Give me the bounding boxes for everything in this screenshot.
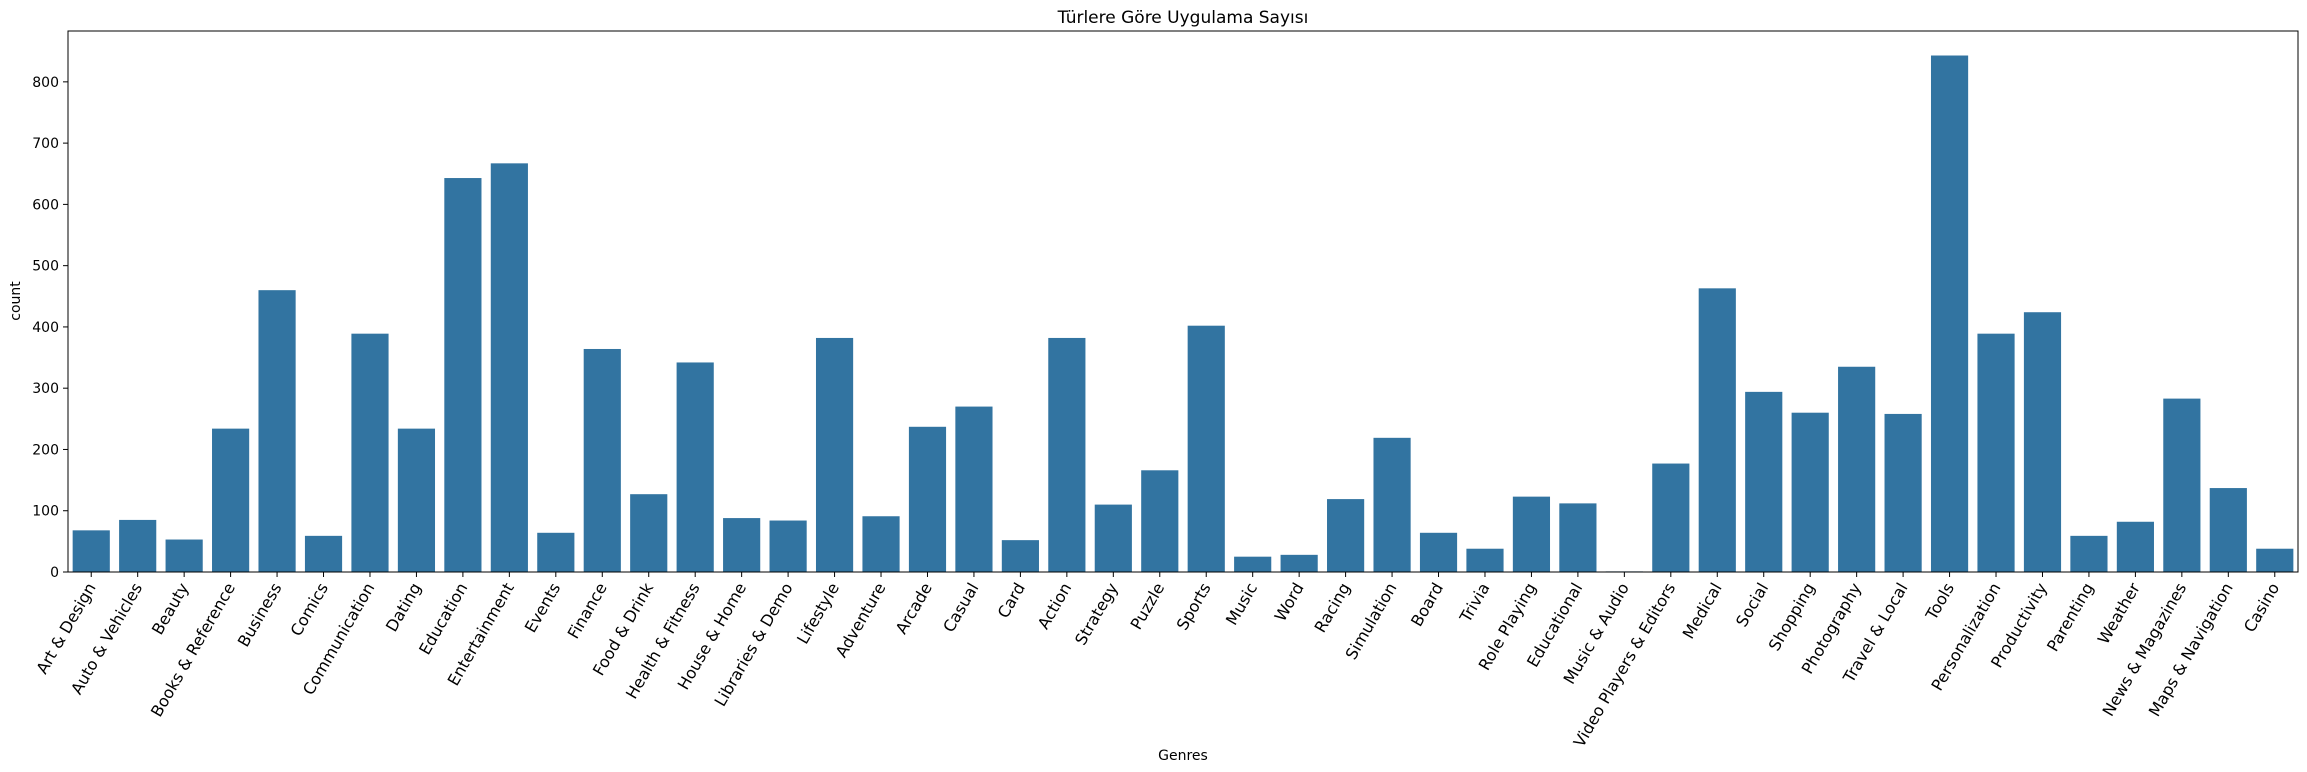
- x-tick-label: Shopping: [1765, 580, 1819, 655]
- x-tick-label: Arcade: [892, 580, 936, 638]
- bar-43: [2070, 535, 2108, 572]
- bar-15: [769, 520, 807, 572]
- bar-13: [676, 362, 714, 572]
- bar-12: [630, 494, 668, 572]
- x-tick-label: Beauty: [148, 580, 193, 638]
- x-tick-label: Events: [521, 580, 565, 636]
- x-tick-label: Books & Reference: [147, 580, 239, 721]
- bar-11: [583, 348, 621, 572]
- y-tick-label: 300: [32, 381, 59, 397]
- x-tick-label: Sports: [1173, 580, 1215, 634]
- bar-39: [1884, 413, 1922, 572]
- x-tick-label: Trivia: [1455, 580, 1493, 627]
- x-tick-label: News & Magazines: [2099, 580, 2191, 720]
- bar-5: [304, 535, 343, 572]
- bar-4: [258, 290, 296, 572]
- y-tick-label: 500: [32, 259, 59, 275]
- bar-30: [1466, 548, 1504, 572]
- bar-21: [1048, 337, 1086, 572]
- bar-28: [1373, 437, 1411, 572]
- bar-41: [1977, 333, 2015, 572]
- x-tick-label: Casino: [2240, 580, 2283, 636]
- y-tick-label: 100: [32, 504, 59, 520]
- bar-40: [1930, 55, 1969, 572]
- bar-29: [1419, 532, 1458, 572]
- bar-2: [165, 539, 203, 572]
- bar-32: [1559, 503, 1597, 572]
- x-tick-label: Puzzle: [1126, 580, 1168, 633]
- bar-45: [2163, 398, 2201, 572]
- bar-23: [1141, 470, 1179, 572]
- bar-19: [955, 406, 993, 572]
- x-tick-label: Comics: [286, 580, 332, 640]
- bar-24: [1187, 325, 1225, 572]
- x-tick-label: Dating: [382, 580, 425, 636]
- x-tick-label: Medical: [1679, 580, 1726, 643]
- bar-1: [119, 519, 157, 572]
- bar-35: [1698, 288, 1736, 572]
- x-tick-label: Board: [1407, 580, 1447, 630]
- x-tick-label: Casual: [939, 580, 982, 636]
- y-tick-label: 800: [32, 75, 59, 91]
- bar-8: [444, 178, 482, 573]
- x-tick-label: Parenting: [2043, 580, 2097, 655]
- x-tick-label: Social: [1732, 580, 1772, 631]
- y-tick-label: 700: [32, 136, 59, 152]
- bar-16: [815, 337, 854, 572]
- y-tick-label: 0: [50, 565, 59, 581]
- y-tick-label: 600: [32, 197, 59, 213]
- x-tick-label: Finance: [564, 580, 611, 643]
- bar-14: [723, 518, 761, 572]
- y-axis: 0 100 200 300 400 500 600 700 800: [32, 75, 68, 581]
- bar-31: [1512, 496, 1551, 572]
- x-axis-label: Genres: [1158, 748, 1208, 764]
- bar-34: [1652, 463, 1690, 572]
- bar-18: [908, 426, 947, 572]
- x-tick-label: Maps & Navigation: [2145, 580, 2237, 720]
- x-tick-label: Action: [1034, 580, 1076, 633]
- x-tick-label: Lifestyle: [793, 580, 843, 648]
- bar-17: [862, 516, 900, 572]
- bar-0: [72, 530, 110, 572]
- bar-9: [490, 163, 528, 572]
- bar-44: [2116, 521, 2154, 572]
- bar-25: [1234, 556, 1272, 572]
- plot-frame: [67, 30, 2299, 573]
- bar-37: [1791, 412, 1829, 572]
- bar-42: [2023, 312, 2062, 572]
- x-tick-label: Business: [234, 580, 286, 651]
- y-tick-label: 400: [32, 320, 59, 336]
- x-tick-label: Word: [1271, 580, 1308, 625]
- x-tick-label: Racing: [1311, 580, 1355, 636]
- x-tick-label: Strategy: [1071, 580, 1122, 649]
- y-axis-label: count: [8, 281, 24, 321]
- bar-46: [2209, 488, 2247, 572]
- bar-7: [397, 428, 436, 572]
- x-tick-label: Weather: [2094, 579, 2144, 647]
- bar-27: [1327, 499, 1365, 572]
- bar-6: [351, 333, 389, 572]
- bar-36: [1745, 391, 1783, 572]
- bar-26: [1280, 554, 1318, 572]
- bar-47: [2256, 548, 2294, 572]
- bar-38: [1838, 366, 1876, 572]
- bar-20: [1001, 540, 1039, 572]
- bar-10: [537, 532, 575, 572]
- chart-title: Türlere Göre Uygulama Sayısı: [1057, 8, 1309, 28]
- x-tick-label: Card: [994, 580, 1029, 622]
- x-tick-label: Music: [1222, 580, 1261, 629]
- bar-22: [1094, 504, 1132, 572]
- x-tick-label: Tools: [1921, 580, 1958, 625]
- bar-3: [212, 428, 250, 572]
- y-tick-label: 200: [32, 442, 59, 458]
- bars-group: [72, 55, 2294, 573]
